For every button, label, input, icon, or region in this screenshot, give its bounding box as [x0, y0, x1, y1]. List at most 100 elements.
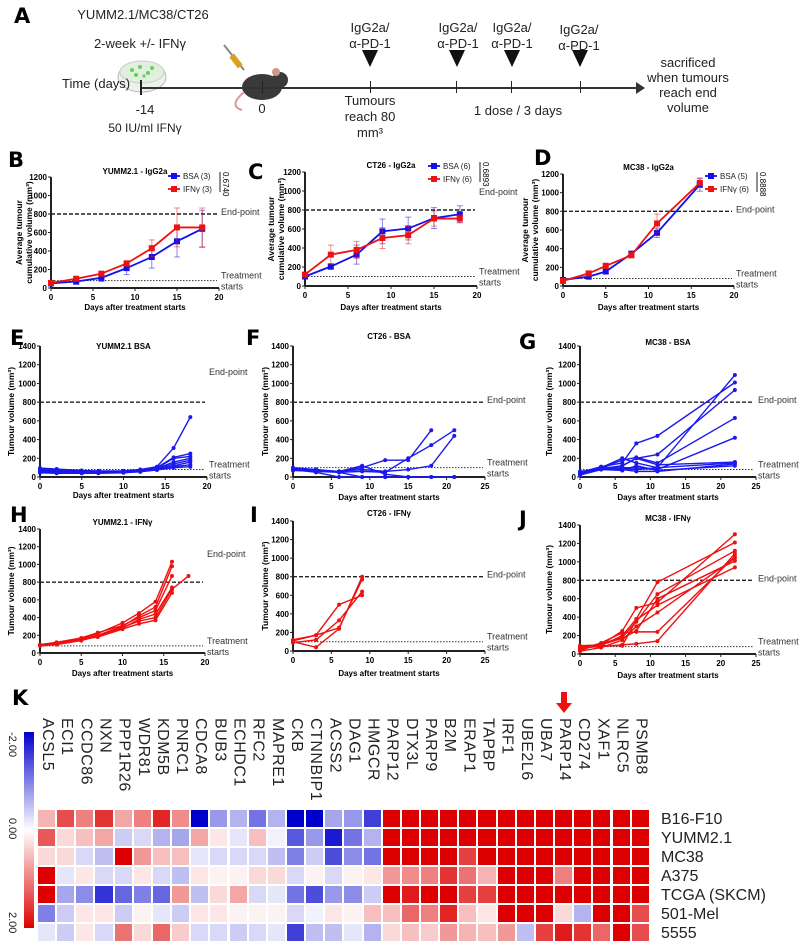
x-tick-label: 15	[161, 482, 170, 491]
x-axis-label: Days after treatment starts	[84, 303, 186, 312]
day-minus14-label: -14	[135, 102, 155, 117]
data-point	[620, 460, 625, 465]
chart-panel-8: 0 5 10 15 20 25 0 200 400 600 800 1000 1200 1400 MC38 …	[544, 514, 799, 680]
row-label: A375	[661, 868, 699, 885]
petri-dish-icon	[117, 60, 167, 93]
tick-dose-2	[456, 81, 457, 93]
heatmap-cell	[76, 886, 94, 903]
endpoint-label: End-point	[736, 204, 775, 214]
data-point	[655, 603, 660, 608]
heatmap-cell	[535, 867, 554, 884]
treatment-label: starts	[207, 647, 230, 657]
y-tick-label: 600	[563, 417, 577, 426]
heatmap-cell	[421, 867, 439, 884]
series-line	[579, 462, 735, 474]
data-point	[171, 465, 176, 470]
heatmap-cell	[478, 886, 496, 903]
y-tick-label: 200	[563, 454, 577, 463]
heatmap-cell	[191, 886, 209, 903]
heatmap-cell	[631, 905, 649, 922]
tumour-reach-label-1: Tumours	[344, 93, 396, 108]
heatmap-cell	[593, 810, 611, 827]
y-tick-label: 1400	[271, 517, 289, 526]
data-point	[383, 458, 388, 463]
x-tick-label: 20	[215, 293, 224, 302]
y-tick-label: 1200	[18, 543, 36, 552]
series-line	[292, 579, 363, 642]
y-tick-label: 1000	[271, 554, 289, 563]
data-point	[732, 540, 737, 545]
series-line	[292, 576, 363, 649]
data-point	[599, 467, 604, 472]
gene-label: HMGCR	[364, 718, 382, 781]
endpoint-label: End-point	[209, 367, 248, 377]
heatmap-cell	[497, 886, 515, 903]
heatmap-cell	[459, 829, 477, 846]
heatmap-cell	[363, 905, 381, 922]
heatmap-cell	[593, 886, 611, 903]
data-point	[655, 610, 660, 615]
y-tick-label: 600	[276, 417, 290, 426]
heatmap-cell	[76, 905, 94, 922]
heatmap-cell	[612, 810, 630, 827]
y-tick-label: 400	[23, 436, 37, 445]
x-tick-label: 5	[329, 656, 334, 665]
data-point	[337, 618, 342, 623]
heatmap-cell	[593, 905, 611, 922]
treatment-label-2: IgG2a/α-PD-1	[437, 20, 478, 52]
heatmap-cell	[516, 886, 534, 903]
treatment-label: starts	[736, 280, 759, 290]
data-point	[188, 464, 193, 469]
y-tick-label: 400	[276, 436, 290, 445]
treatment-line2: α-PD-1	[491, 36, 533, 51]
heatmap-cell	[555, 810, 573, 827]
y-tick-label: 400	[563, 436, 577, 445]
cell-lines-label: YUMM2.1/MC38/CT26	[77, 7, 209, 22]
heatmap-cell	[229, 829, 247, 846]
heatmap-cell	[516, 905, 534, 922]
data-point	[38, 643, 42, 648]
chart-title: CT26 - IFNγ	[367, 509, 412, 518]
heatmap-cell	[516, 810, 534, 827]
highlight-arrow-icon	[561, 692, 568, 704]
highlight-arrow-head-icon	[556, 703, 573, 713]
data-point	[170, 587, 174, 592]
x-tick-label: 20	[473, 291, 482, 300]
gene-label: NXN	[96, 718, 114, 754]
heatmap-cell	[516, 848, 534, 865]
data-point	[634, 456, 639, 461]
heatmap-cell	[114, 829, 132, 846]
heatmap-cell	[497, 848, 515, 865]
x-tick-label: 20	[730, 291, 739, 300]
data-point	[360, 574, 365, 579]
heatmap-cell	[382, 886, 400, 903]
x-tick-label: 20	[716, 659, 725, 668]
heatmap-cell	[363, 829, 381, 846]
y-tick-label: 800	[23, 578, 37, 587]
heatmap-cell	[267, 848, 285, 865]
y-tick-label: 0	[43, 284, 48, 293]
treatment-label: Treatment	[207, 636, 248, 646]
x-tick-label: 10	[131, 293, 140, 302]
data-point	[620, 636, 625, 641]
y-tick-label: 1000	[283, 187, 301, 196]
heatmap-cell	[172, 924, 190, 941]
data-point	[634, 605, 639, 610]
heatmap-cell	[363, 924, 381, 941]
heatmap-cell	[478, 905, 496, 922]
x-tick-label: 15	[404, 482, 413, 491]
data-point	[732, 558, 737, 563]
heatmap-cell	[286, 924, 305, 941]
heatmap-cell	[363, 848, 381, 865]
treatment-label: starts	[758, 648, 781, 658]
treatment-label: starts	[487, 469, 510, 479]
y-tick-label: 1200	[271, 361, 289, 370]
p-value: 0.6740	[221, 172, 230, 197]
data-point	[654, 220, 661, 227]
data-point	[602, 262, 609, 269]
heatmap-cell	[459, 810, 477, 827]
data-point	[732, 565, 737, 570]
tick-minus14	[140, 80, 142, 95]
data-point	[379, 235, 386, 242]
heatmap-cell	[459, 848, 477, 865]
